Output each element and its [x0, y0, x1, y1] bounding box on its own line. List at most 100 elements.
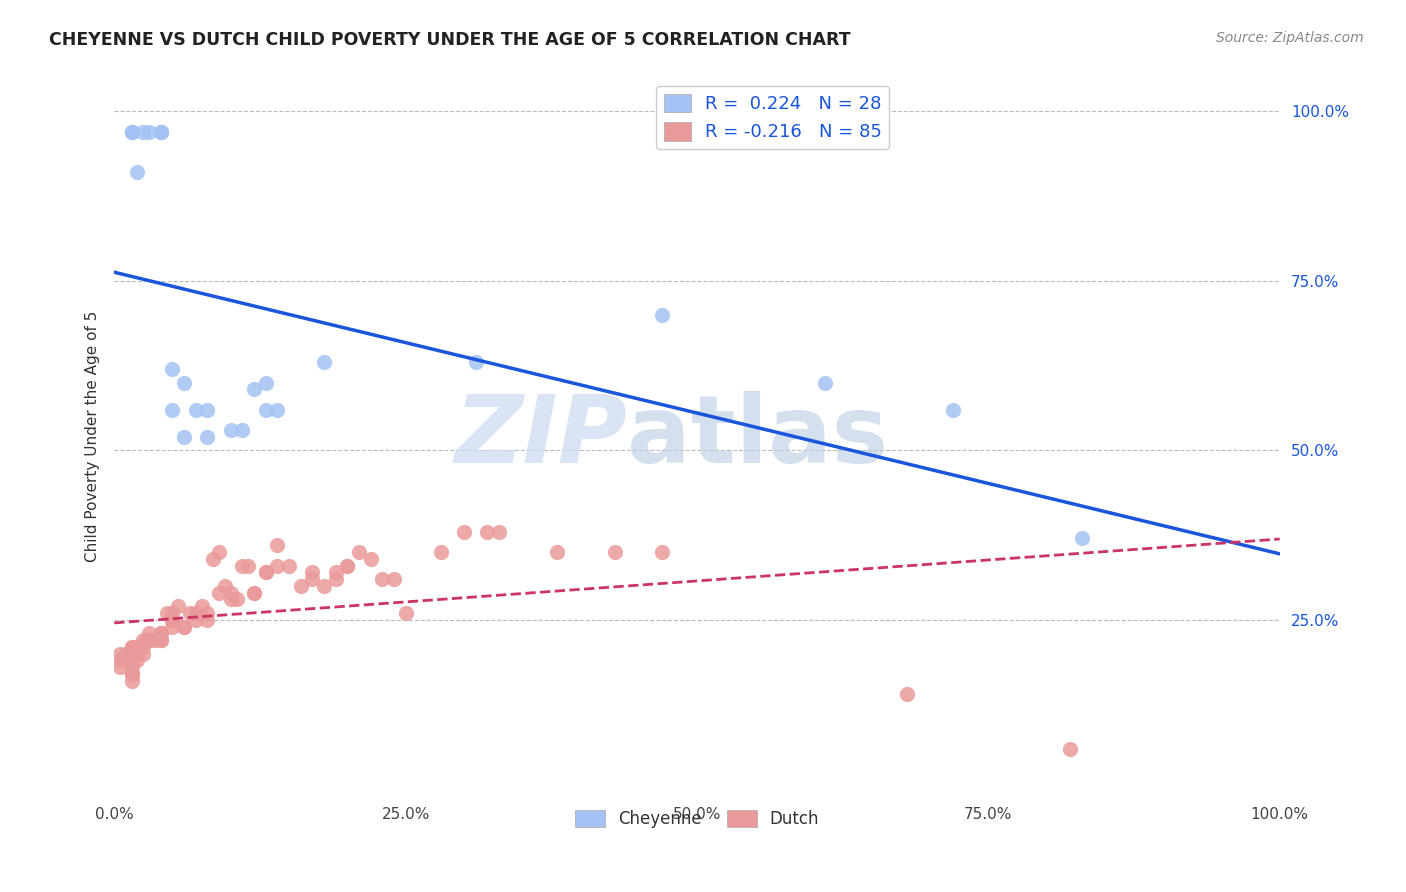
Point	[121, 125, 143, 139]
Point	[290, 579, 312, 593]
Point	[132, 647, 155, 661]
Point	[219, 585, 242, 599]
Point	[301, 566, 323, 580]
Text: Source: ZipAtlas.com: Source: ZipAtlas.com	[1216, 31, 1364, 45]
Point	[208, 545, 231, 559]
Point	[138, 626, 160, 640]
Point	[278, 558, 301, 573]
Point	[115, 647, 138, 661]
Point	[394, 606, 416, 620]
Point	[336, 558, 359, 573]
Point	[121, 667, 143, 681]
Point	[121, 640, 143, 654]
Point	[243, 585, 266, 599]
Point	[814, 376, 837, 390]
Point	[121, 667, 143, 681]
Point	[219, 592, 242, 607]
Point	[149, 626, 172, 640]
Point	[266, 558, 288, 573]
Point	[347, 545, 370, 559]
Point	[138, 633, 160, 648]
Point	[132, 125, 155, 139]
Point	[149, 125, 172, 139]
Point	[127, 640, 149, 654]
Y-axis label: Child Poverty Under the Age of 5: Child Poverty Under the Age of 5	[86, 311, 100, 563]
Point	[162, 619, 184, 633]
Point	[108, 653, 131, 667]
Point	[254, 566, 277, 580]
Point	[475, 524, 498, 539]
Point	[121, 125, 143, 139]
Point	[124, 647, 146, 661]
Point	[167, 599, 190, 614]
Point	[121, 673, 143, 688]
Point	[143, 633, 166, 648]
Point	[156, 606, 179, 620]
Point	[162, 362, 184, 376]
Point	[108, 660, 131, 674]
Point	[464, 355, 486, 369]
Point	[243, 585, 266, 599]
Point	[254, 566, 277, 580]
Point	[266, 402, 288, 417]
Point	[162, 613, 184, 627]
Point	[149, 125, 172, 139]
Point	[190, 599, 212, 614]
Point	[173, 619, 195, 633]
Point	[214, 579, 236, 593]
Legend: Cheyenne, Dutch: Cheyenne, Dutch	[568, 803, 825, 835]
Point	[162, 613, 184, 627]
Point	[219, 423, 242, 437]
Point	[138, 125, 160, 139]
Point	[360, 551, 382, 566]
Point	[162, 606, 184, 620]
Point	[231, 558, 253, 573]
Point	[254, 376, 277, 390]
Point	[942, 402, 965, 417]
Point	[301, 572, 323, 586]
Point	[127, 165, 149, 179]
Point	[312, 579, 335, 593]
Point	[197, 613, 219, 627]
Point	[382, 572, 405, 586]
Point	[254, 402, 277, 417]
Point	[173, 619, 195, 633]
Text: CHEYENNE VS DUTCH CHILD POVERTY UNDER THE AGE OF 5 CORRELATION CHART: CHEYENNE VS DUTCH CHILD POVERTY UNDER TH…	[49, 31, 851, 49]
Point	[197, 606, 219, 620]
Point	[117, 653, 139, 667]
Point	[197, 402, 219, 417]
Point	[112, 653, 135, 667]
Point	[149, 125, 172, 139]
Point	[121, 640, 143, 654]
Point	[243, 382, 266, 396]
Point	[124, 640, 146, 654]
Point	[173, 430, 195, 444]
Point	[1070, 532, 1092, 546]
Point	[605, 545, 627, 559]
Point	[138, 633, 160, 648]
Point	[149, 633, 172, 648]
Point	[121, 125, 143, 139]
Point	[429, 545, 451, 559]
Point	[453, 524, 475, 539]
Point	[184, 606, 207, 620]
Point	[135, 633, 157, 648]
Point	[149, 626, 172, 640]
Point	[132, 640, 155, 654]
Point	[336, 558, 359, 573]
Point	[121, 667, 143, 681]
Point	[371, 572, 394, 586]
Text: atlas: atlas	[627, 391, 889, 483]
Point	[312, 355, 335, 369]
Point	[127, 647, 149, 661]
Point	[179, 606, 201, 620]
Point	[238, 558, 260, 573]
Point	[1059, 741, 1081, 756]
Point	[325, 572, 347, 586]
Point	[132, 633, 155, 648]
Point	[325, 566, 347, 580]
Point	[651, 308, 673, 322]
Point	[149, 633, 172, 648]
Point	[173, 376, 195, 390]
Point	[127, 647, 149, 661]
